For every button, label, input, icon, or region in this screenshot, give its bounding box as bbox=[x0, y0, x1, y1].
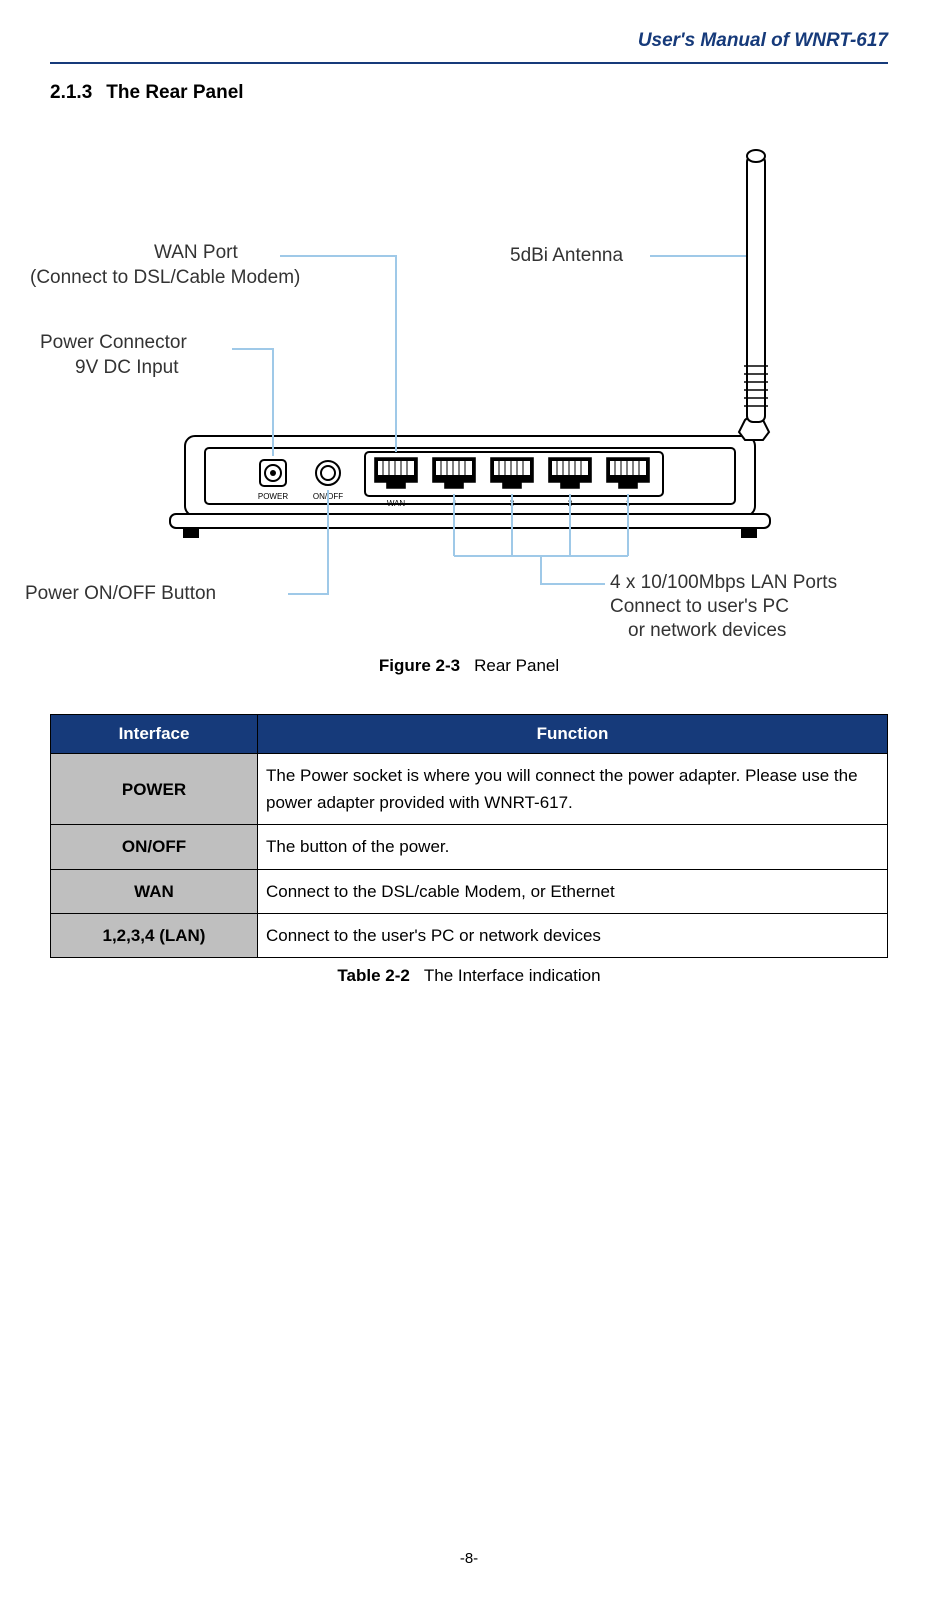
label-wan-port: WAN Port bbox=[154, 241, 238, 265]
figure-text: Rear Panel bbox=[474, 656, 559, 675]
table-text: The Interface indication bbox=[424, 966, 601, 985]
port-label-3: 3 bbox=[510, 499, 515, 508]
table-caption: Table 2-2 The Interface indication bbox=[50, 966, 888, 986]
cell-key: WAN bbox=[51, 869, 258, 913]
table-row: ON/OFF The button of the power. bbox=[51, 825, 888, 869]
table-row: 1,2,3,4 (LAN) Connect to the user's PC o… bbox=[51, 913, 888, 957]
th-interface: Interface bbox=[51, 715, 258, 754]
cell-val: The Power socket is where you will conne… bbox=[258, 754, 888, 825]
section-number: 2.1.3 bbox=[50, 82, 92, 103]
table-row: POWER The Power socket is where you will… bbox=[51, 754, 888, 825]
cell-val: Connect to the DSL/cable Modem, or Ether… bbox=[258, 869, 888, 913]
label-lan-line1: 4 x 10/100Mbps LAN Ports bbox=[610, 571, 837, 595]
rear-panel-diagram: POWER ON/OFF bbox=[50, 116, 888, 646]
port-label-wan: WAN bbox=[387, 499, 406, 508]
header-title: User's Manual of WNRT-617 bbox=[50, 30, 888, 64]
section-title: The Rear Panel bbox=[106, 82, 243, 103]
cell-key: 1,2,3,4 (LAN) bbox=[51, 913, 258, 957]
port-label-4: 4 bbox=[452, 499, 457, 508]
port-label-onoff: ON/OFF bbox=[313, 492, 343, 501]
cell-key: ON/OFF bbox=[51, 825, 258, 869]
label-wan-port-line2: (Connect to DSL/Cable Modem) bbox=[30, 266, 300, 290]
page: User's Manual of WNRT-617 2.1.3 The Rear … bbox=[0, 0, 938, 1597]
figure-label: Figure 2-3 bbox=[379, 656, 460, 675]
cell-key: POWER bbox=[51, 754, 258, 825]
label-wan-port-line1: WAN Port bbox=[154, 241, 238, 265]
port-label-2: 2 bbox=[568, 499, 573, 508]
label-lan-line3: or network devices bbox=[610, 619, 837, 643]
label-antenna: 5dBi Antenna bbox=[510, 244, 623, 268]
table-label: Table 2-2 bbox=[337, 966, 409, 985]
section-heading: 2.1.3 The Rear Panel bbox=[50, 82, 888, 104]
label-power-button: Power ON/OFF Button bbox=[25, 582, 216, 606]
label-lan-line2: Connect to user's PC bbox=[610, 595, 837, 619]
interface-table: Interface Function POWER The Power socke… bbox=[50, 714, 888, 958]
label-power-connector-line1: Power Connector bbox=[40, 331, 187, 355]
table-row: WAN Connect to the DSL/cable Modem, or E… bbox=[51, 869, 888, 913]
port-label-power: POWER bbox=[258, 492, 288, 501]
th-function: Function bbox=[258, 715, 888, 754]
label-power-connector-line2: 9V DC Input bbox=[75, 356, 179, 380]
page-number: -8- bbox=[0, 1550, 938, 1567]
cell-val: Connect to the user's PC or network devi… bbox=[258, 913, 888, 957]
label-power-connector: Power Connector bbox=[40, 331, 187, 355]
figure-caption: Figure 2-3 Rear Panel bbox=[50, 656, 888, 676]
diagram-svg: POWER ON/OFF bbox=[50, 116, 888, 646]
cell-val: The button of the power. bbox=[258, 825, 888, 869]
port-label-1: 1 bbox=[626, 499, 631, 508]
label-lan-ports: 4 x 10/100Mbps LAN Ports Connect to user… bbox=[610, 571, 837, 642]
